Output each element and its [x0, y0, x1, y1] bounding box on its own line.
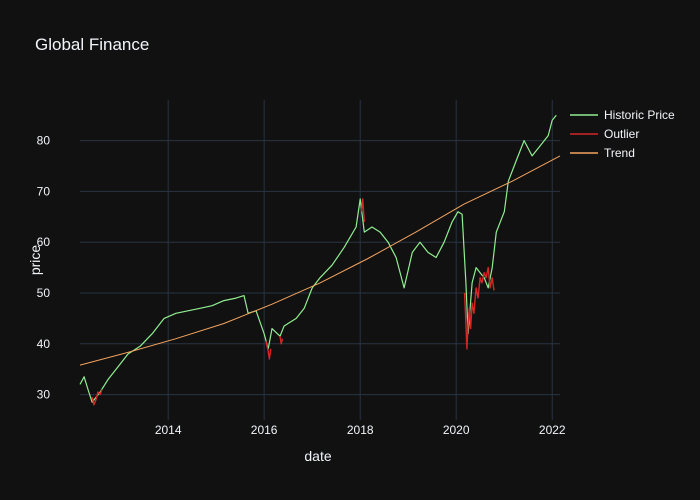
outlier-segment [463, 266, 495, 350]
trend-line [79, 155, 561, 366]
x-axis-title: date [304, 448, 331, 464]
legend-item-outlier[interactable]: Outlier [570, 127, 639, 141]
legend[interactable]: Historic Price Outlier Trend [570, 108, 675, 160]
series-layer [79, 114, 561, 406]
chart-title: Global Finance [35, 35, 149, 54]
legend-label: Historic Price [604, 108, 675, 122]
x-tick-label: 2018 [347, 423, 374, 437]
y-tick-label: 40 [37, 337, 51, 351]
x-tick-label: 2022 [539, 423, 566, 437]
y-axis-title: price [27, 245, 43, 276]
y-tick-label: 80 [37, 134, 51, 148]
x-axis-ticks: 2014 2016 2018 2020 2022 [155, 423, 566, 437]
y-tick-label: 30 [37, 388, 51, 402]
y-tick-label: 70 [37, 184, 51, 198]
gridlines [80, 100, 560, 420]
x-tick-label: 2016 [251, 423, 278, 437]
x-tick-label: 2020 [443, 423, 470, 437]
outlier-segment [91, 389, 103, 406]
y-axis-ticks: 30 40 50 60 70 80 [37, 134, 51, 402]
legend-item-historic-price[interactable]: Historic Price [570, 108, 675, 122]
x-tick-label: 2014 [155, 423, 182, 437]
outlier-segment [265, 341, 272, 360]
y-tick-label: 50 [37, 286, 51, 300]
y-tick-label: 60 [37, 235, 51, 249]
legend-label: Outlier [604, 127, 639, 141]
legend-label: Trend [604, 146, 635, 160]
legend-item-trend[interactable]: Trend [570, 146, 635, 160]
outlier-segment [360, 198, 365, 222]
outlier-segment [279, 336, 284, 345]
